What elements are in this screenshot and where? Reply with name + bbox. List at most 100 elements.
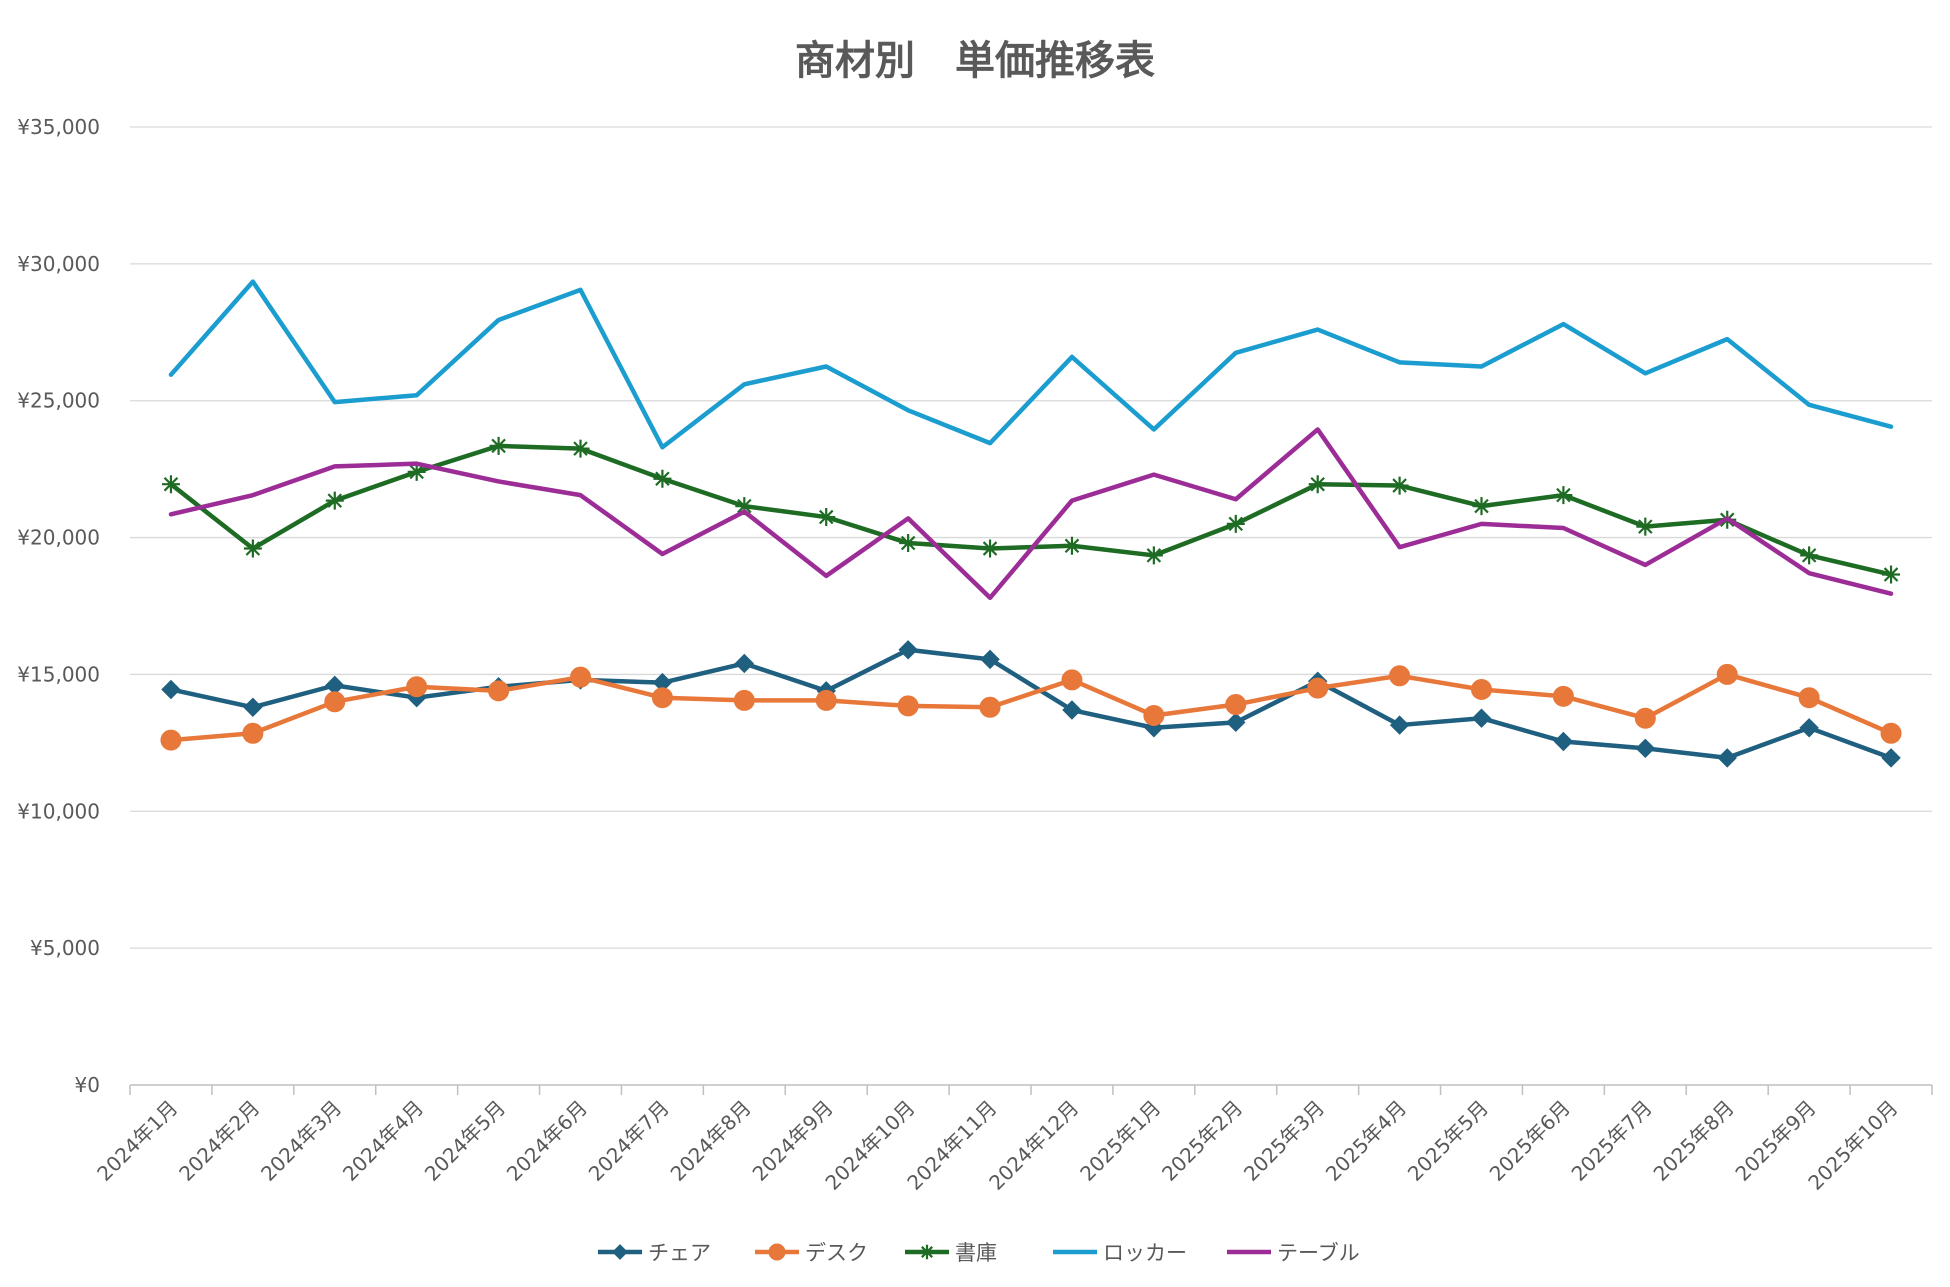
data-point [734, 653, 755, 674]
data-point [898, 640, 918, 660]
data-point [1880, 722, 1902, 744]
data-point [817, 508, 836, 527]
series-チェア [161, 640, 1901, 768]
data-point [161, 475, 180, 494]
data-point [1226, 514, 1245, 533]
star-marker [1636, 517, 1655, 536]
y-tick-label: ¥5,000 [30, 936, 100, 960]
series-line [168, 672, 1894, 743]
data-point [1636, 517, 1655, 536]
x-tick-label: 2024年8月 [666, 1096, 756, 1186]
legend-label: テーブル [1277, 1241, 1360, 1265]
data-point [1062, 536, 1081, 555]
data-point [1881, 748, 1901, 768]
star-marker [653, 469, 672, 488]
data-point [406, 676, 428, 698]
y-tick-label: ¥10,000 [17, 799, 100, 823]
star-marker [919, 1244, 935, 1260]
series-line [168, 427, 1894, 601]
data-point [1389, 665, 1411, 687]
star-marker [1882, 565, 1901, 584]
star-marker [981, 539, 1000, 558]
series-ロッカー [168, 279, 1894, 450]
star-marker [489, 436, 508, 455]
x-tick-label: 2024年3月 [256, 1096, 346, 1186]
x-tick-label: 2025年7月 [1567, 1096, 1657, 1186]
star-marker [571, 439, 590, 458]
x-tick-label: 2025年5月 [1403, 1096, 1493, 1186]
legend-label: 書庫 [955, 1241, 997, 1265]
x-tick-label: 2025年1月 [1075, 1096, 1165, 1186]
legend-item: テーブル [1227, 1241, 1360, 1265]
data-point [489, 436, 508, 455]
x-tick-label: 2024年5月 [420, 1096, 510, 1186]
legend-item: 書庫 [905, 1241, 997, 1265]
gridlines [130, 126, 1932, 949]
star-marker [1390, 476, 1409, 495]
data-point [919, 1244, 935, 1260]
x-tick-label: 2025年9月 [1730, 1096, 1820, 1186]
star-marker [1800, 546, 1819, 565]
data-point [161, 679, 181, 700]
x-tick-label: 2024年1月 [92, 1096, 182, 1186]
data-point [1143, 704, 1165, 726]
data-point [1226, 712, 1246, 733]
data-point [897, 695, 919, 717]
star-marker [735, 497, 754, 516]
data-point [1472, 497, 1491, 516]
chart-title: 商材別 単価推移表 [795, 38, 1155, 84]
y-tick-label: ¥30,000 [17, 252, 100, 276]
series-デスク [160, 663, 1902, 751]
star-marker [1554, 486, 1573, 505]
data-point [1552, 685, 1574, 707]
x-tick-label: 2025年6月 [1485, 1096, 1575, 1186]
y-tick-label: ¥20,000 [17, 526, 100, 550]
series-line [168, 279, 1894, 450]
x-tick-label: 2025年8月 [1649, 1096, 1739, 1186]
data-point [1389, 715, 1410, 735]
data-point [324, 691, 346, 713]
legend-item: ロッカー [1053, 1241, 1187, 1265]
legend-item: チェア [598, 1241, 711, 1265]
star-marker [1226, 514, 1245, 533]
x-tick-label: 2024年2月 [174, 1096, 264, 1186]
data-point [1716, 663, 1738, 685]
data-point [1390, 476, 1409, 495]
data-point [1882, 565, 1901, 584]
data-point [1634, 707, 1656, 729]
data-point [160, 729, 182, 751]
star-marker [1144, 546, 1163, 565]
series-group [160, 279, 1902, 768]
y-tick-label: ¥15,000 [17, 662, 100, 686]
data-point [243, 697, 263, 717]
data-point [1061, 669, 1083, 691]
x-axis: 2024年1月2024年2月2024年3月2024年4月2024年5月2024年… [92, 1084, 1933, 1195]
data-point [1799, 718, 1819, 738]
data-point [651, 687, 673, 709]
y-tick-label: ¥25,000 [17, 389, 100, 413]
x-tick-label: 2024年7月 [584, 1096, 674, 1186]
data-point [979, 696, 1001, 718]
data-point [1798, 687, 1820, 709]
legend-label: デスク [805, 1241, 868, 1265]
data-point [488, 680, 510, 702]
data-point [1554, 486, 1573, 505]
series-line [168, 647, 1894, 761]
x-tick-label: 2025年4月 [1321, 1096, 1411, 1186]
data-point [407, 462, 426, 481]
star-marker [1472, 497, 1491, 516]
data-point [1800, 546, 1819, 565]
data-point [612, 1244, 628, 1260]
star-marker [325, 491, 344, 510]
data-point [243, 539, 262, 558]
legend-item: デスク [755, 1241, 868, 1265]
star-marker [161, 475, 180, 494]
data-point [325, 491, 344, 510]
data-point [899, 534, 918, 553]
star-marker [1062, 536, 1081, 555]
data-point [1635, 738, 1656, 759]
data-point [733, 689, 755, 711]
legend-label: チェア [648, 1241, 711, 1265]
